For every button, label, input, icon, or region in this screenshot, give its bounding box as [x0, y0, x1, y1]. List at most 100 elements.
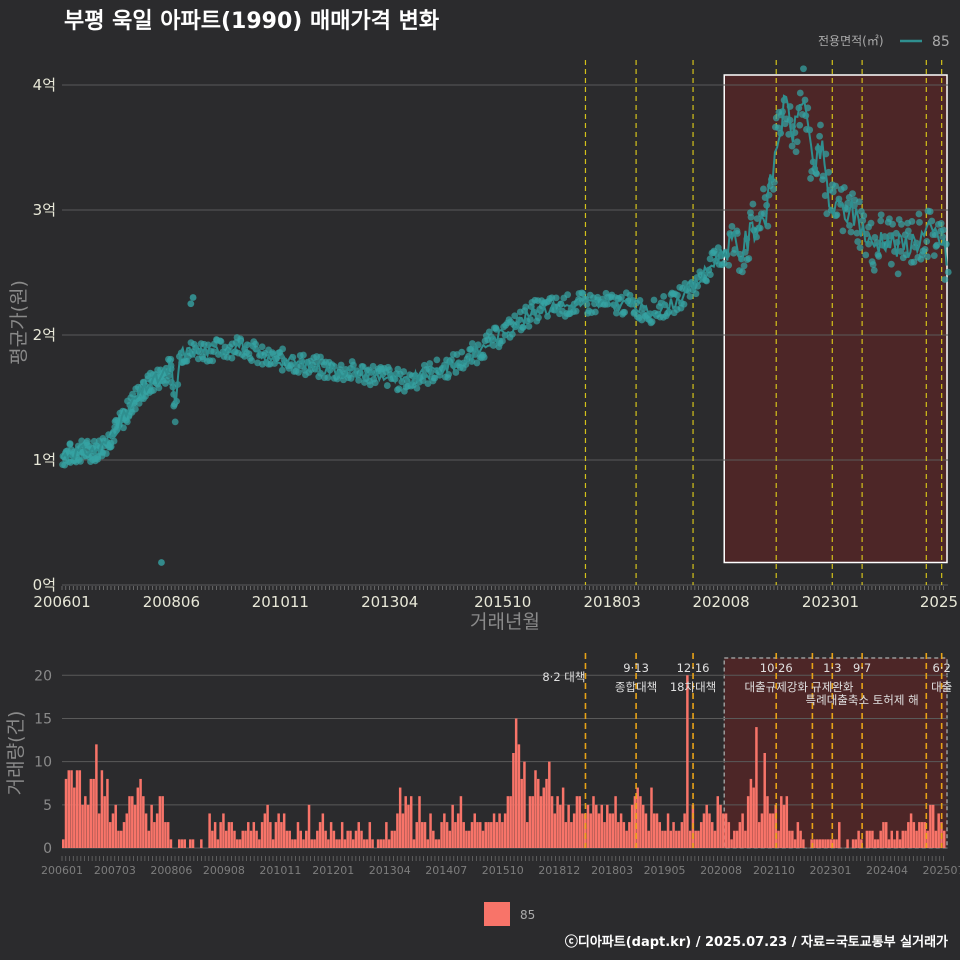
price-point: [419, 377, 427, 385]
volume-bar: [409, 796, 413, 848]
price-policy-lines: [584, 60, 943, 585]
volume-bar: [445, 822, 449, 848]
policy-annotation-label: 특례대출축소 토허제 해: [806, 693, 919, 707]
volume-bar: [564, 822, 568, 848]
volume-bar: [244, 830, 247, 848]
volume-bar: [832, 839, 835, 848]
volume-bar: [672, 822, 675, 848]
price-y-tick: 0억: [33, 576, 56, 594]
volume-bar: [561, 787, 565, 848]
volume-bar: [459, 796, 463, 848]
volume-bar: [266, 804, 269, 848]
volume-bar: [586, 804, 590, 848]
volume-x-tick: 201803: [591, 864, 633, 877]
price-point: [692, 290, 700, 298]
volume-bar: [490, 822, 493, 848]
volume-x-minor-ticks: [61, 856, 944, 861]
volume-bar: [111, 813, 115, 848]
volume-bar: [142, 796, 145, 848]
volume-bar: [335, 839, 338, 848]
volume-bar: [421, 822, 424, 848]
volume-bar: [531, 796, 534, 848]
price-point: [660, 292, 668, 300]
volume-bar: [716, 796, 720, 848]
volume-bar: [727, 822, 731, 848]
volume-bar: [851, 839, 855, 848]
volume-bar: [503, 813, 507, 848]
volume-bar: [393, 830, 396, 848]
volume-bar: [153, 822, 156, 848]
volume-bar: [846, 839, 849, 848]
price-point: [796, 121, 804, 129]
price-point: [522, 303, 530, 311]
volume-bar: [423, 822, 427, 848]
policy-annotation-label: 대출: [931, 680, 952, 694]
volume-bar: [688, 830, 692, 848]
volume-bar: [169, 839, 173, 848]
volume-bar: [669, 830, 673, 848]
price-point: [840, 184, 848, 191]
volume-bar: [509, 796, 512, 848]
price-point: [650, 296, 658, 304]
price-point: [854, 238, 862, 245]
price-point: [821, 192, 829, 199]
price-point: [217, 338, 225, 345]
volume-bar: [694, 830, 697, 848]
volume-bar: [915, 830, 918, 848]
policy-annotation-label: 18차대책: [670, 680, 716, 694]
price-point: [511, 312, 519, 320]
price-point: [526, 316, 534, 323]
volume-bar: [426, 839, 430, 848]
volume-bar: [86, 804, 90, 848]
volume-bar: [876, 839, 880, 848]
price-point: [295, 368, 302, 376]
volume-bar: [658, 822, 662, 848]
volume-bar: [385, 822, 388, 848]
volume-bar: [713, 830, 717, 848]
policy-annotation-label: 종합대책: [615, 680, 657, 694]
price-point: [209, 357, 217, 365]
volume-bar: [583, 813, 587, 848]
price-point: [856, 198, 863, 206]
price-point: [747, 213, 755, 221]
volume-bar: [733, 830, 736, 848]
policy-annotation-date: 6·2: [933, 661, 951, 675]
volume-bar: [630, 804, 634, 848]
price-point: [278, 366, 286, 374]
volume-bar: [241, 830, 244, 848]
volume-bar: [434, 839, 438, 848]
volume-bar: [697, 830, 700, 848]
volume-bar: [269, 822, 272, 848]
volume-bar: [291, 839, 294, 848]
volume-bar: [252, 822, 256, 848]
volume-bar: [274, 822, 278, 848]
price-point: [939, 226, 947, 234]
volume-bar: [216, 839, 220, 848]
price-point: [816, 132, 823, 140]
volume-x-tick: 202110: [753, 864, 795, 877]
volume-bar: [238, 839, 242, 848]
volume-bar: [548, 761, 551, 848]
volume-bar: [302, 839, 305, 848]
price-point: [458, 348, 466, 356]
volume-panel: 8·2 대책 9·13 종합대책 12·16 18차대책 10·26 대출규제강화 1·3 규제…: [5, 653, 960, 877]
price-y-axis-title: 평균가(원): [8, 280, 30, 365]
volume-bar: [454, 822, 457, 848]
volume-x-tick: 201201: [312, 864, 354, 877]
volume-bar: [680, 822, 684, 848]
volume-bar: [539, 796, 543, 848]
volume-bar: [440, 822, 443, 848]
volume-bar: [462, 822, 465, 848]
volume-bar: [711, 822, 714, 848]
volume-bar: [255, 830, 258, 848]
price-point: [77, 457, 84, 465]
volume-bar: [396, 813, 399, 848]
price-point: [877, 217, 885, 225]
volume-bar: [821, 839, 824, 848]
volume-bar: [782, 804, 786, 848]
volume-x-tick: 201510: [482, 864, 524, 877]
volume-bar: [247, 822, 250, 848]
volume-bar: [64, 778, 68, 848]
policy-annotation-date: 10·26: [760, 661, 793, 675]
volume-bar: [78, 770, 82, 848]
